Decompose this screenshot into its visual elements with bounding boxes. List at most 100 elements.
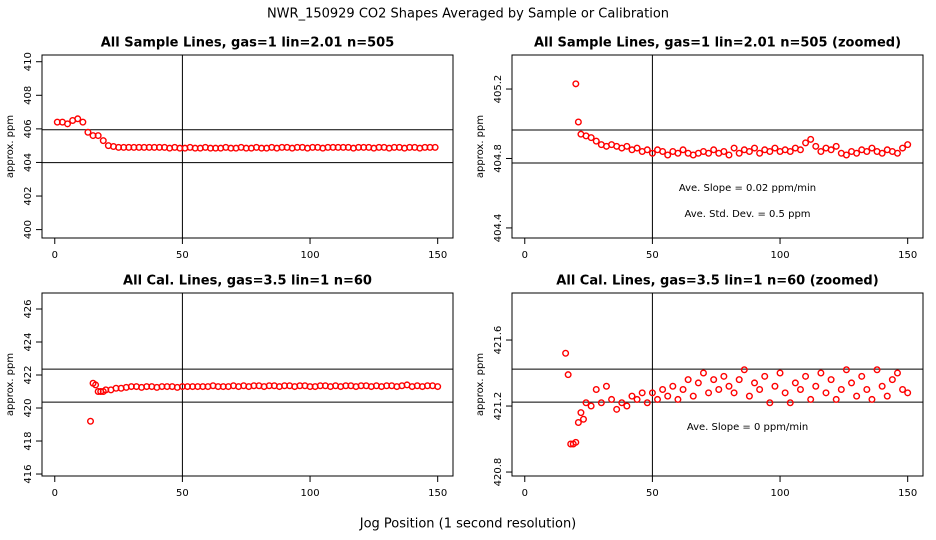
point xyxy=(730,144,738,152)
point xyxy=(761,372,769,380)
panel-title: All Sample Lines, gas=1 lin=2.01 n=505 (… xyxy=(534,36,901,51)
point xyxy=(832,395,840,403)
plot-frame xyxy=(511,54,924,239)
point xyxy=(84,128,92,136)
y-axis-label: approx. ppm xyxy=(5,115,16,178)
point xyxy=(888,376,896,384)
point xyxy=(623,142,631,150)
point xyxy=(628,392,636,400)
point xyxy=(837,386,845,394)
point xyxy=(602,382,610,390)
point xyxy=(654,395,662,403)
point xyxy=(812,382,820,390)
x-tick-label: 50 xyxy=(646,250,659,261)
y-tick-label: 404.8 xyxy=(493,144,504,173)
y-tick-label: 410 xyxy=(23,52,34,71)
point xyxy=(582,399,590,407)
point xyxy=(786,148,794,156)
x-axis-label: Jog Position (1 second resolution) xyxy=(359,517,577,532)
point xyxy=(74,115,82,123)
point xyxy=(756,386,764,394)
point xyxy=(694,379,702,387)
point xyxy=(659,148,667,156)
y-tick-label: 418 xyxy=(23,431,34,450)
point xyxy=(868,144,876,152)
point xyxy=(715,386,723,394)
y-axis-label: approx. ppm xyxy=(475,353,486,416)
panel-title: All Cal. Lines, gas=3.5 lin=1 n=60 (zoom… xyxy=(556,274,878,289)
point xyxy=(689,392,697,400)
y-tick-label: 426 xyxy=(23,299,34,318)
y-tick-label: 404.4 xyxy=(493,214,504,243)
point xyxy=(868,395,876,403)
point xyxy=(633,144,641,152)
point xyxy=(883,392,891,400)
y-tick-label: 416 xyxy=(23,464,34,483)
point xyxy=(827,146,835,154)
point xyxy=(904,141,912,149)
point xyxy=(638,389,646,397)
point xyxy=(684,376,692,384)
point xyxy=(608,395,616,403)
point xyxy=(94,132,102,140)
point xyxy=(791,379,799,387)
point xyxy=(720,372,728,380)
panel-title: All Sample Lines, gas=1 lin=2.01 n=505 xyxy=(101,36,395,51)
point xyxy=(587,134,595,142)
point xyxy=(664,151,672,159)
x-tick-label: 50 xyxy=(176,488,189,499)
x-tick-label: 150 xyxy=(428,488,447,499)
point xyxy=(822,389,830,397)
point xyxy=(827,376,835,384)
point xyxy=(796,386,804,394)
plot-frame xyxy=(41,54,454,239)
page-title: NWR_150929 CO2 Shapes Averaged by Sample… xyxy=(267,7,669,22)
point xyxy=(817,148,825,156)
point xyxy=(720,148,728,156)
point xyxy=(730,389,738,397)
annotation: Ave. Slope = 0 ppm/min xyxy=(687,422,808,433)
point xyxy=(431,143,439,151)
x-tick-label: 150 xyxy=(428,250,447,261)
x-tick-label: 100 xyxy=(770,488,789,499)
point xyxy=(842,151,850,159)
point xyxy=(597,399,605,407)
point xyxy=(842,366,850,374)
point xyxy=(679,146,687,154)
point xyxy=(618,399,626,407)
point xyxy=(863,148,871,156)
point xyxy=(802,372,810,380)
point xyxy=(873,366,881,374)
point xyxy=(579,415,587,423)
y-axis-label: approx. ppm xyxy=(475,115,486,178)
point xyxy=(740,366,748,374)
point xyxy=(735,149,743,157)
point xyxy=(878,149,886,157)
point xyxy=(863,386,871,394)
point xyxy=(735,376,743,384)
point xyxy=(710,146,718,154)
point xyxy=(878,382,886,390)
point xyxy=(623,402,631,410)
point xyxy=(893,149,901,157)
plot-frame xyxy=(511,292,924,477)
point xyxy=(807,395,815,403)
point xyxy=(771,382,779,390)
point xyxy=(705,149,713,157)
point xyxy=(745,148,753,156)
point xyxy=(572,80,580,88)
y-tick-label: 404 xyxy=(23,153,34,172)
point xyxy=(587,402,595,410)
annotation: Ave. Slope = 0.02 ppm/min xyxy=(679,183,816,194)
point xyxy=(643,399,651,407)
x-tick-label: 50 xyxy=(646,488,659,499)
point xyxy=(659,386,667,394)
plot-frame xyxy=(41,292,454,477)
point xyxy=(592,386,600,394)
point xyxy=(564,371,572,379)
point xyxy=(858,372,866,380)
point xyxy=(562,349,570,357)
point xyxy=(633,395,641,403)
